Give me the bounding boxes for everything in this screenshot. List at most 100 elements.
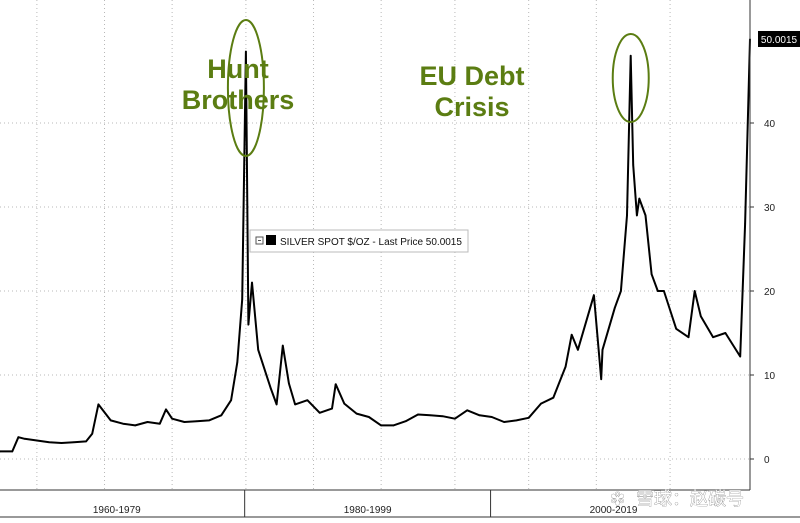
data-point [454,417,456,420]
data-point [146,421,149,423]
x-tick-label: 2000-2019 [590,505,638,516]
data-point [700,315,702,318]
data-point [441,415,444,417]
data-point [17,436,20,438]
data-point [466,409,469,412]
data-point [656,290,659,292]
data-point [318,412,321,414]
data-point [687,336,690,339]
data-point [236,361,239,364]
data-point [392,424,395,427]
data-point [331,407,333,410]
last-price-label: 50.0015 [761,35,798,46]
data-point [380,424,382,427]
data-point [355,412,358,415]
data-point [644,214,647,217]
annotation-label: EU Debt [419,61,524,91]
data-point [478,414,481,417]
data-point [275,403,278,406]
data-point [527,417,530,419]
annotation-ellipse [611,33,650,123]
data-point [85,440,87,443]
annotation-label: Brothers [182,85,295,115]
data-point [91,433,94,435]
data-point [48,441,50,444]
legend-swatch [266,235,276,245]
data-point [712,336,714,339]
data-point [739,355,741,358]
data-point [601,349,604,351]
data-point [368,416,370,418]
data-point [306,399,309,402]
data-point [122,422,124,425]
y-tick-label: 20 [764,287,776,298]
data-point [650,273,653,276]
data-point [552,396,555,399]
data-point [593,294,595,297]
data-point [23,438,26,440]
y-tick-label: 30 [764,203,776,214]
data-point [269,386,272,389]
data-point [663,290,665,292]
data-point [429,414,432,417]
data-point [60,442,63,444]
data-point [600,378,603,381]
data-point [589,307,591,309]
data-point [251,281,253,284]
x-tick-label: 1960-1979 [93,505,141,516]
data-point [171,417,173,420]
data-point [208,419,210,422]
data-point [159,422,161,425]
data-point [693,290,696,292]
grid [0,0,750,490]
data-point [220,414,223,417]
data-point [0,450,1,453]
data-point [245,50,247,53]
data-point [577,349,579,351]
data-point [281,344,284,347]
data-point [632,164,634,166]
data-point [11,450,14,453]
legend-label: SILVER SPOT $/OZ - Last Price 50.0015 [280,237,462,248]
data-point [134,424,137,427]
data-point [503,421,505,423]
data-point [294,403,296,406]
data-point [334,383,337,386]
data-point [97,403,100,406]
data-point [515,419,518,422]
data-point [288,382,290,385]
data-point [417,413,419,416]
data-point [404,420,407,423]
data-point [613,307,616,309]
data-point [724,332,727,334]
data-point [195,420,198,423]
data-point [247,323,250,326]
data-point [638,197,641,200]
data-point [570,333,573,336]
data-point [626,214,628,217]
data-point [257,349,259,351]
annotation-ellipse [226,19,265,157]
annotation-label: Crisis [434,92,509,122]
data-point [241,298,244,301]
data-point [636,214,638,217]
watermark: ✾ 雪球：赵碳号 [610,489,745,511]
data-point [343,402,346,405]
last-price-box [758,30,800,47]
legend: SILVER SPOT $/OZ - Last Price 50.0015 [249,229,469,253]
legend-box [249,229,469,253]
data-point [230,399,232,402]
x-tick-label: 1980-1999 [344,505,392,516]
data-point [183,421,186,423]
data-point [564,365,567,368]
annotation-label: Hunt [207,54,268,84]
data-point [744,223,746,225]
data-point [165,408,167,411]
data-point [36,439,38,442]
data-point [72,441,75,444]
data-point [491,416,493,418]
watermark-text: 雪球：赵碳号 [636,489,744,510]
